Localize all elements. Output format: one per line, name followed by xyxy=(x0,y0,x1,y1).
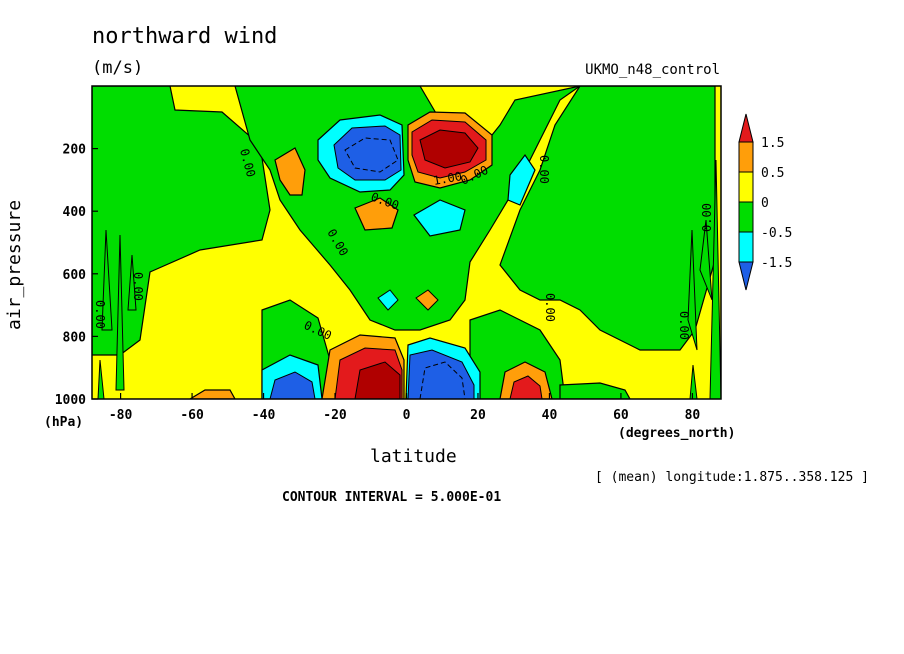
fill-deepred-lower-center xyxy=(354,361,401,399)
y-tick-label: 800 xyxy=(63,330,87,345)
chart-title: northward wind xyxy=(92,24,278,49)
fill-green-bottom-right xyxy=(559,382,631,399)
x-tick-label: -60 xyxy=(180,408,204,423)
x-tick-label: -80 xyxy=(109,408,133,423)
fill-blue-lower-left xyxy=(269,371,316,399)
longitude-range-note: [ (mean) longitude:1.875..358.125 ] xyxy=(595,470,869,485)
dataset-name: UKMO_n48_control xyxy=(585,62,720,78)
fill-green-spike-l4 xyxy=(127,254,137,311)
fill-red-lower-right xyxy=(509,375,543,399)
contour-label: 0.00 xyxy=(700,203,714,232)
fill-green-spike-r2 xyxy=(699,219,713,301)
fill-cyan-right-upper xyxy=(507,153,536,206)
fill-orange-mid-left xyxy=(354,197,399,231)
x-tick-label: 40 xyxy=(542,408,558,423)
colorbar-label: 0 xyxy=(761,196,769,211)
colorbar-top-arrow xyxy=(738,113,754,143)
colorbar-label: -0.5 xyxy=(761,226,792,241)
fill-green-spike-r3 xyxy=(709,159,721,399)
fill-green-right xyxy=(499,86,716,351)
x-tick-label: 80 xyxy=(685,408,701,423)
dashed-contour-upper xyxy=(344,137,399,173)
x-axis: -80 -60 -40 -20 0 20 40 60 80 xyxy=(109,393,701,423)
y-tick-label: 1000 xyxy=(55,393,86,408)
fill-orange-left-upper xyxy=(274,147,306,196)
y-tick-label: 400 xyxy=(63,205,87,220)
colorbar-segment xyxy=(738,171,754,203)
colorbar-label: 0.5 xyxy=(761,166,784,181)
dashed-contour-lower xyxy=(419,361,466,399)
fill-green-spike-r4 xyxy=(689,364,698,399)
contour-label: 1.00 xyxy=(432,169,463,188)
colorbar-segment xyxy=(738,141,754,173)
y-axis-label: air_pressure xyxy=(4,199,25,330)
y-tick-label: 200 xyxy=(63,143,87,158)
contour-interval-note: CONTOUR INTERVAL = 5.000E-01 xyxy=(282,490,502,505)
colorbar-label: -1.5 xyxy=(761,256,792,271)
contour-fills xyxy=(92,86,721,399)
chart-units: (m/s) xyxy=(92,58,144,78)
contour-label: 0.00 xyxy=(93,300,107,329)
fill-green-spike-l2 xyxy=(101,229,113,331)
x-tick-label: 0 xyxy=(403,408,411,423)
y-axis-units: (hPa) xyxy=(44,415,84,430)
fill-deepred-upper-right xyxy=(419,129,479,169)
fill-cyan-mid-right xyxy=(413,199,466,237)
x-tick-label: -20 xyxy=(323,408,347,423)
fill-orange-bottom-left xyxy=(188,389,236,399)
fill-green-spike-l3 xyxy=(115,234,125,391)
contour-label: 0.00 xyxy=(677,311,691,340)
x-tick-label: 60 xyxy=(613,408,629,423)
colorbar-segment xyxy=(738,231,754,263)
contour-label: 0.00 xyxy=(131,272,145,301)
fill-orange-small xyxy=(415,289,439,311)
fill-cyan-small xyxy=(377,289,399,311)
fill-green-spike-r1 xyxy=(687,229,698,351)
y-tick-label: 600 xyxy=(63,268,87,283)
x-tick-label: 20 xyxy=(470,408,486,423)
x-axis-label: latitude xyxy=(370,446,457,467)
colorbar-bottom-arrow xyxy=(738,261,754,291)
contour-label: 0.00 xyxy=(543,293,557,322)
fill-green-spike-l1 xyxy=(97,359,105,399)
contour-label: 0.00 xyxy=(537,155,551,184)
colorbar: 1.5 0.5 0 -0.5 -1.5 xyxy=(738,113,792,291)
colorbar-segment xyxy=(738,201,754,233)
y-axis: 200 400 600 800 1000 xyxy=(55,143,98,408)
fill-blue-lower-right xyxy=(407,349,475,399)
colorbar-label: 1.5 xyxy=(761,136,784,151)
x-axis-units: (degrees_north) xyxy=(618,426,736,441)
x-tick-label: -40 xyxy=(252,408,276,423)
